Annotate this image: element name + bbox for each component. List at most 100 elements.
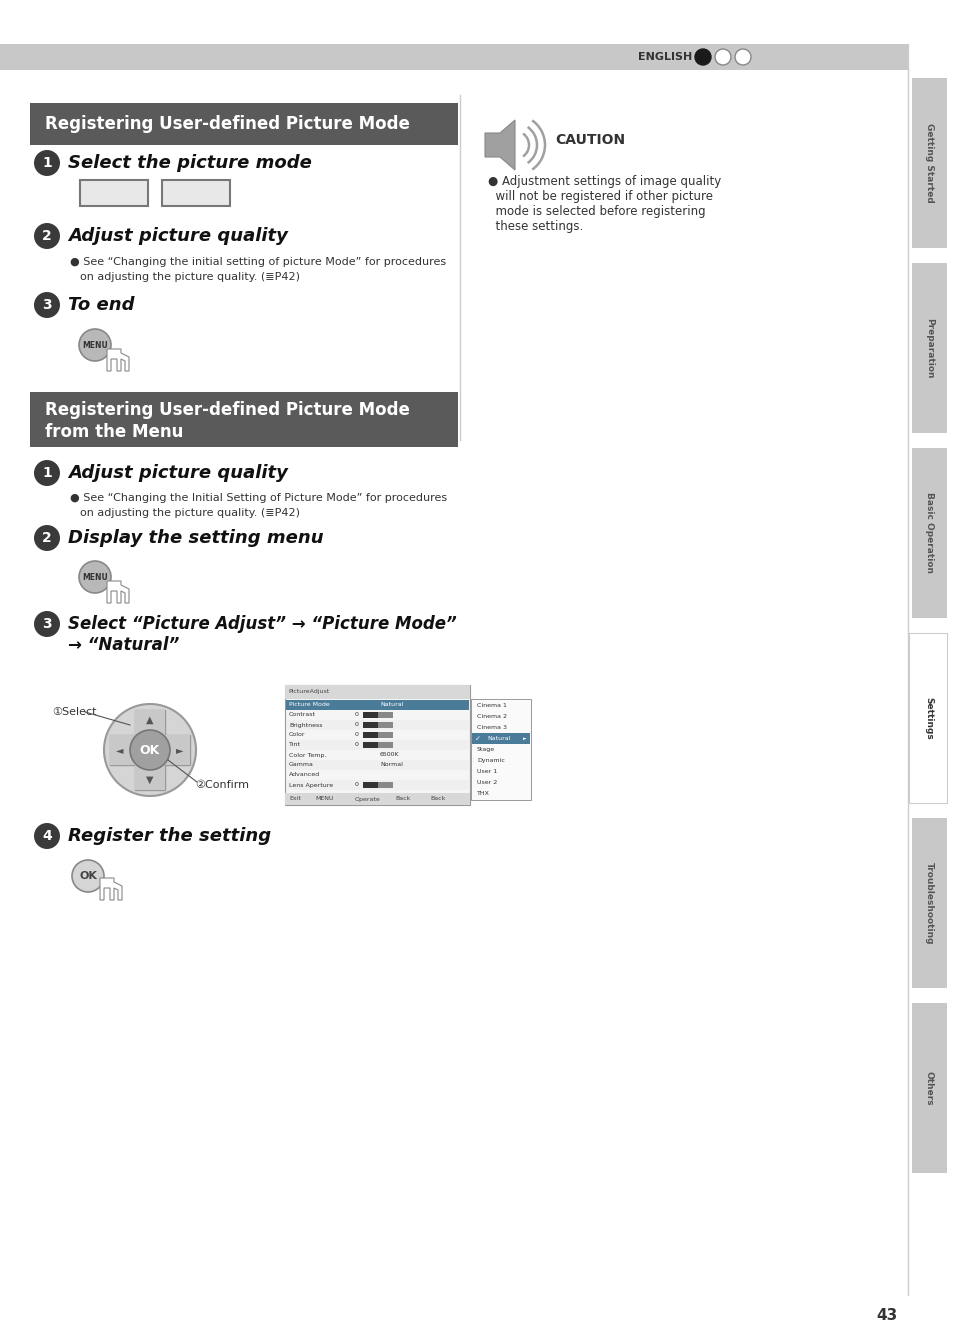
- Bar: [80, 179, 148, 206]
- Bar: [363, 712, 393, 718]
- Bar: [286, 700, 469, 710]
- Bar: [162, 179, 230, 206]
- Text: these settings.: these settings.: [488, 220, 582, 233]
- Text: 2: 2: [42, 229, 51, 242]
- Text: MENU: MENU: [314, 797, 334, 802]
- Text: Back: Back: [430, 797, 445, 802]
- Text: MENU: MENU: [82, 340, 108, 349]
- Polygon shape: [107, 581, 129, 603]
- Text: User 2: User 2: [476, 781, 497, 785]
- Text: Cinema 1: Cinema 1: [476, 703, 506, 708]
- Text: Others: Others: [924, 1071, 933, 1105]
- Bar: [911, 78, 946, 248]
- Text: ►: ►: [522, 736, 526, 740]
- Text: OK: OK: [140, 743, 160, 757]
- Text: ● See “Changing the Initial Setting of Picture Mode” for procedures: ● See “Changing the Initial Setting of P…: [70, 493, 447, 503]
- Text: Gamma: Gamma: [289, 762, 314, 767]
- Text: 0: 0: [355, 782, 358, 787]
- Text: USER 2: USER 2: [168, 186, 224, 200]
- Circle shape: [34, 823, 60, 849]
- Text: Register the setting: Register the setting: [68, 828, 271, 845]
- Text: from the Menu: from the Menu: [45, 423, 183, 441]
- Polygon shape: [107, 349, 129, 371]
- Text: ● See “Changing the initial setting of picture Mode” for procedures: ● See “Changing the initial setting of p…: [70, 257, 446, 266]
- Text: To end: To end: [68, 296, 134, 315]
- Text: PictureAdjust: PictureAdjust: [288, 690, 329, 695]
- Text: Back: Back: [395, 797, 410, 802]
- Text: Operate: Operate: [355, 797, 380, 802]
- Text: Getting Started: Getting Started: [924, 123, 933, 204]
- Bar: [472, 732, 530, 744]
- Text: Registering User-defined Picture Mode: Registering User-defined Picture Mode: [45, 115, 410, 133]
- Text: 0: 0: [355, 732, 358, 738]
- Bar: [285, 686, 470, 699]
- Text: Color: Color: [289, 732, 305, 738]
- Text: ● Adjustment settings of image quality: ● Adjustment settings of image quality: [488, 175, 720, 187]
- Circle shape: [71, 860, 104, 892]
- Text: ①Select: ①Select: [52, 707, 96, 716]
- Bar: [363, 722, 377, 728]
- Text: Display the setting menu: Display the setting menu: [68, 529, 323, 548]
- Text: Cinema 3: Cinema 3: [476, 724, 506, 730]
- Circle shape: [34, 611, 60, 637]
- Circle shape: [34, 461, 60, 486]
- Circle shape: [34, 150, 60, 175]
- Text: 3: 3: [42, 617, 51, 631]
- Text: Stage: Stage: [476, 747, 495, 753]
- Circle shape: [695, 50, 710, 66]
- Polygon shape: [100, 878, 122, 900]
- Polygon shape: [484, 121, 515, 170]
- Bar: [285, 793, 470, 805]
- Text: 1: 1: [42, 466, 51, 479]
- Text: 0: 0: [355, 723, 358, 727]
- Bar: [471, 699, 531, 799]
- Text: Brightness: Brightness: [289, 723, 322, 727]
- Bar: [286, 740, 469, 750]
- Text: Natural: Natural: [379, 703, 403, 707]
- Bar: [363, 712, 377, 718]
- Circle shape: [79, 329, 111, 362]
- Text: Lens Aperture: Lens Aperture: [289, 782, 333, 787]
- Text: Contrast: Contrast: [289, 712, 315, 718]
- Bar: [363, 732, 393, 738]
- Text: Preparation: Preparation: [924, 317, 933, 378]
- Text: Color Temp.: Color Temp.: [289, 753, 326, 758]
- Bar: [286, 720, 469, 730]
- Text: Select “Picture Adjust” → “Picture Mode”: Select “Picture Adjust” → “Picture Mode”: [68, 615, 456, 633]
- Bar: [363, 722, 393, 728]
- Circle shape: [130, 730, 170, 770]
- Circle shape: [34, 525, 60, 552]
- Text: ▲: ▲: [146, 715, 153, 724]
- Text: Cinema 2: Cinema 2: [476, 714, 506, 719]
- Bar: [363, 732, 377, 738]
- Text: 43: 43: [876, 1307, 897, 1323]
- Text: Dynamic: Dynamic: [476, 758, 504, 763]
- Text: THX: THX: [476, 791, 489, 795]
- Text: ▼: ▼: [146, 775, 153, 785]
- Bar: [363, 782, 377, 787]
- Text: on adjusting the picture quality. (≣P42): on adjusting the picture quality. (≣P42): [80, 272, 299, 283]
- Text: 1: 1: [42, 157, 51, 170]
- Text: 2: 2: [42, 532, 51, 545]
- Bar: [911, 818, 946, 988]
- Text: CAUTION: CAUTION: [555, 133, 624, 147]
- Circle shape: [79, 561, 111, 593]
- Bar: [911, 262, 946, 432]
- Text: → “Natural”: → “Natural”: [68, 636, 179, 653]
- Circle shape: [714, 50, 730, 66]
- Text: 6500K: 6500K: [379, 753, 399, 758]
- Text: Tint: Tint: [289, 743, 300, 747]
- Text: User 1: User 1: [476, 769, 497, 774]
- Text: 3: 3: [42, 299, 51, 312]
- Bar: [285, 686, 470, 805]
- Bar: [363, 742, 393, 749]
- Circle shape: [734, 50, 750, 66]
- Text: ◄: ◄: [116, 744, 124, 755]
- Text: Adjust picture quality: Adjust picture quality: [68, 228, 288, 245]
- Bar: [363, 742, 377, 749]
- Text: ENGLISH: ENGLISH: [638, 52, 691, 62]
- Text: will not be registered if other picture: will not be registered if other picture: [488, 190, 712, 204]
- Bar: [110, 735, 190, 765]
- Text: Normal: Normal: [379, 762, 402, 767]
- Bar: [908, 633, 946, 803]
